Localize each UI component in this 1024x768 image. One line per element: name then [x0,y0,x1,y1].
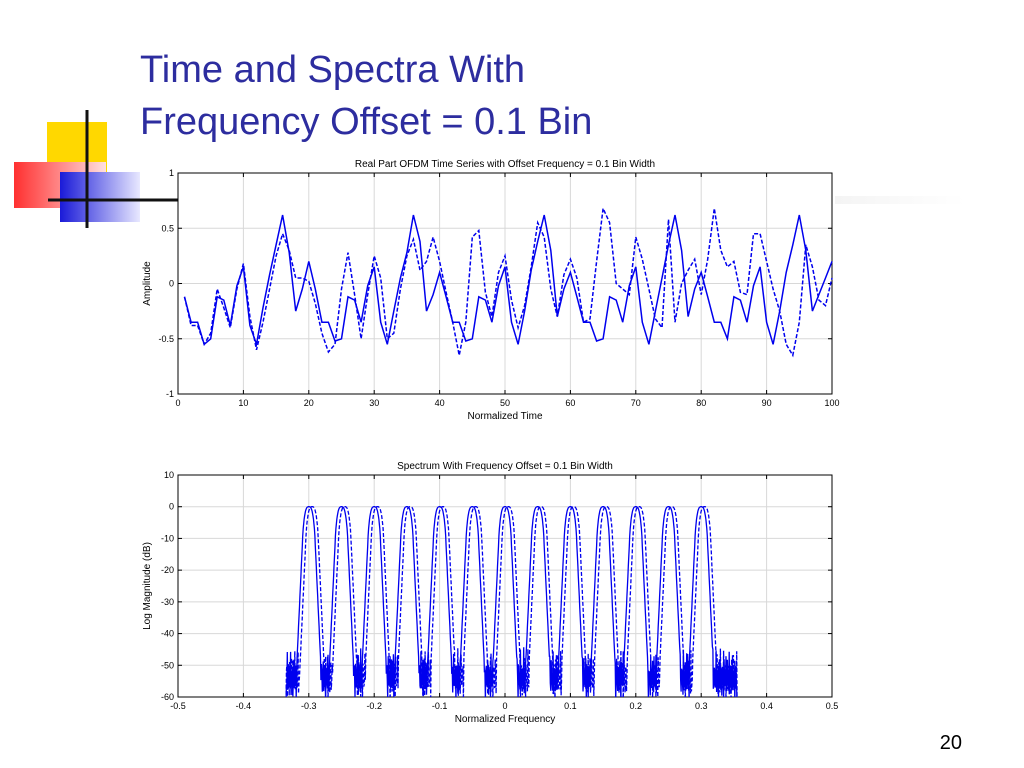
x-tick-label: 0.2 [630,701,643,711]
decorative-squares [14,110,200,228]
y-tick-label: -50 [161,660,174,670]
x-tick-label: -0.1 [432,701,448,711]
y-tick-label: 0.5 [161,223,174,233]
x-tick-label: 10 [238,398,248,408]
x-tick-label: 40 [435,398,445,408]
x-tick-label: 50 [500,398,510,408]
x-tick-label: 0.4 [760,701,773,711]
x-tick-label: -0.3 [301,701,317,711]
y-tick-label: -0.5 [158,334,174,344]
x-tick-label: 0.5 [826,701,839,711]
y-tick-label: 10 [164,470,174,480]
series-line-dashed [183,205,833,358]
x-tick-label: 70 [631,398,641,408]
plot-frame [177,172,833,395]
y-tick-label: -10 [161,533,174,543]
y-tick-label: -1 [166,389,174,399]
slide-title: Time and Spectra With Frequency Offset =… [140,44,592,148]
x-tick-label: 0.3 [695,701,708,711]
y-tick-label: -30 [161,597,174,607]
x-tick-label: 90 [762,398,772,408]
y-tick-label: -20 [161,565,174,575]
y-tick-label: 1 [169,168,174,178]
x-tick-label: -0.2 [366,701,382,711]
x-tick-label: 30 [369,398,379,408]
y-tick-label: -40 [161,629,174,639]
page-number: 20 [939,732,962,754]
x-tick-label: -0.4 [236,701,252,711]
x-tick-label: 80 [696,398,706,408]
x-axis-label: Normalized Time [467,411,542,422]
series-line-solid [183,214,833,348]
slide-title-line1: Time and Spectra With [140,49,526,91]
spectrum-plot-group [285,506,738,697]
decor-fade-bar [835,196,965,204]
y-tick-label: 0 [169,279,174,289]
y-tick-label: 0 [169,502,174,512]
x-tick-label: -0.5 [170,701,186,711]
x-tick-label: 20 [304,398,314,408]
y-tick-label: -60 [161,692,174,702]
y-axis-label: Amplitude [142,261,153,306]
x-tick-label: 60 [565,398,575,408]
x-tick-label: 0.1 [564,701,577,711]
chart-title: Real Part OFDM Time Series with Offset F… [355,159,655,170]
x-tick-label: 100 [824,398,839,408]
y-axis-label: Log Magnitude (dB) [142,542,153,630]
slide-title-line2: Frequency Offset = 0.1 Bin [140,101,593,143]
spectrum-line-dashed [285,506,738,697]
x-tick-label: 0 [175,398,180,408]
chart-title: Spectrum With Frequency Offset = 0.1 Bin… [397,461,613,472]
decor-blue-square [60,172,140,222]
plot-frame [177,474,833,698]
x-axis-label: Normalized Frequency [455,714,556,725]
x-tick-label: 0 [502,701,507,711]
